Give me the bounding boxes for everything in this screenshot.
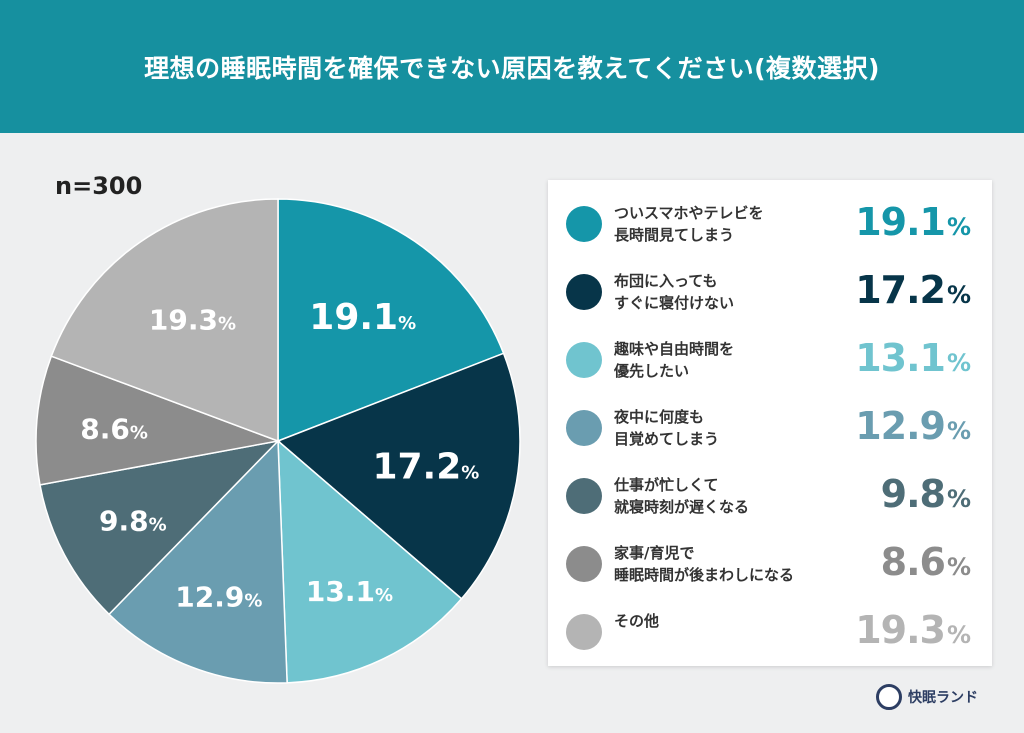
pie-slice (35, 355, 281, 486)
legend-value: 17.2% (855, 268, 971, 312)
pie-slice (50, 198, 279, 443)
legend-item: 趣味や自由時間を 優先したい 13.1% (548, 330, 992, 390)
legend-swatch (566, 274, 602, 310)
pie-slice (277, 439, 463, 684)
pie-chart: 19.1%17.2%13.1%12.9%9.8%8.6%19.3% (35, 198, 521, 684)
legend-label: 布団に入っても すぐに寝付けない (614, 272, 735, 312)
pie-slice (107, 439, 288, 684)
pie-slice (277, 198, 505, 443)
legend-item: 夜中に何度も 目覚めてしまう 12.9% (548, 398, 992, 458)
pie-slice (39, 439, 281, 616)
legend: ついスマホやテレビを 長時間見てしまう 19.1% 布団に入っても すぐに寝付けない… (548, 180, 992, 666)
legend-label: ついスマホやテレビを 長時間見てしまう (614, 204, 764, 244)
brand-logo-icon (876, 684, 902, 710)
header-banner: 理想の睡眠時間を確保できない原因を教えてください(複数選択) (0, 0, 1024, 133)
legend-value: 12.9% (855, 404, 971, 448)
legend-label: その他 (614, 612, 660, 630)
legend-swatch (566, 478, 602, 514)
pie-slice (276, 352, 521, 600)
legend-item: ついスマホやテレビを 長時間見てしまう 19.1% (548, 194, 992, 254)
legend-item: 布団に入っても すぐに寝付けない 17.2% (548, 262, 992, 322)
legend-item: その他 19.3% (548, 602, 992, 662)
legend-value: 8.6% (880, 540, 971, 584)
sample-size: n=300 (55, 172, 143, 200)
legend-swatch (566, 206, 602, 242)
legend-label: 家事/育児で 睡眠時間が後まわしになる (614, 544, 795, 584)
legend-value: 19.1% (855, 200, 971, 244)
legend-label: 仕事が忙しくて 就寝時刻が遅くなる (614, 476, 750, 516)
legend-item: 仕事が忙しくて 就寝時刻が遅くなる 9.8% (548, 466, 992, 526)
legend-value: 9.8% (880, 472, 971, 516)
brand-logo: 快眠ランド (876, 684, 978, 710)
legend-label: 趣味や自由時間を 優先したい (614, 340, 735, 380)
legend-value: 13.1% (855, 336, 971, 380)
legend-item: 家事/育児で 睡眠時間が後まわしになる 8.6% (548, 534, 992, 594)
legend-value: 19.3% (855, 608, 971, 652)
legend-swatch (566, 546, 602, 582)
legend-swatch (566, 342, 602, 378)
legend-swatch (566, 410, 602, 446)
legend-swatch (566, 614, 602, 650)
brand-name: 快眠ランド (908, 690, 978, 706)
legend-label: 夜中に何度も 目覚めてしまう (614, 408, 720, 448)
chart-title: 理想の睡眠時間を確保できない原因を教えてください(複数選択) (144, 53, 880, 83)
